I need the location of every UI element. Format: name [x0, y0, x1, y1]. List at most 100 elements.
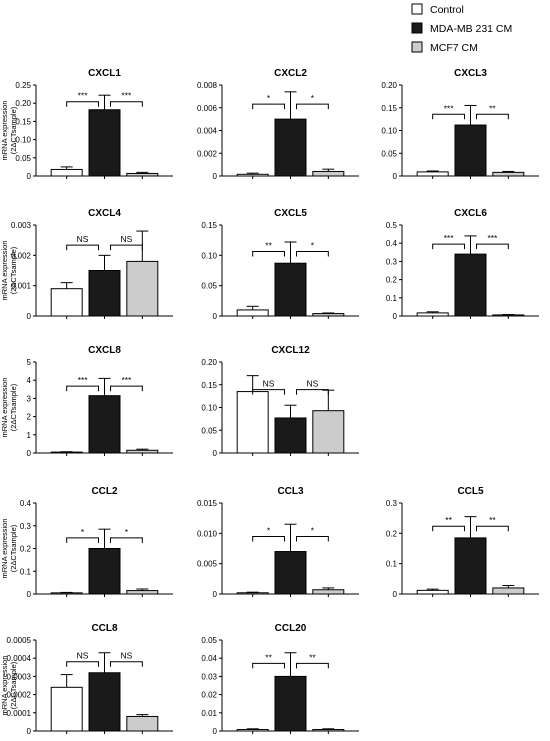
- significance-bracket: [110, 537, 143, 543]
- bar-control: [236, 592, 269, 595]
- significance-label: NS: [77, 651, 89, 661]
- significance-label: **: [265, 652, 272, 662]
- bar-control: [236, 173, 269, 177]
- y-tick-label: 0.15: [201, 381, 217, 390]
- y-tick-label: 0.3: [386, 257, 398, 266]
- y-tick-label: 0.0002: [7, 691, 32, 700]
- bar-mcf7: [312, 410, 345, 454]
- y-tick-label: 0.15: [15, 117, 31, 126]
- significance-bracket: [252, 251, 285, 257]
- y-tick-label: 0.0003: [7, 672, 32, 681]
- y-tick-label: 0.10: [201, 251, 217, 260]
- y-tick-label: 0.03: [201, 672, 217, 681]
- significance-label: *: [267, 526, 271, 536]
- y-tick-label: 1: [27, 431, 32, 440]
- panel-cxcl8: CXCL8 0 1 2 3 4 5 *** *** mRNA expression (2ΔCTsam…: [0, 345, 173, 458]
- significance-bracket: [296, 536, 329, 542]
- y-tick-label: 0.10: [201, 404, 217, 413]
- y-tick-label: 5: [27, 358, 32, 367]
- panel-title: CCL8: [91, 623, 118, 634]
- y-tick-label: 0: [27, 590, 32, 599]
- y-tick-label: 0.01: [201, 709, 217, 718]
- significance-bracket: [110, 385, 143, 392]
- bar-mcf7: [492, 314, 525, 317]
- significance-bracket: [296, 662, 329, 669]
- bar-mda-mb-231: [454, 253, 487, 317]
- significance-label: ***: [78, 375, 89, 385]
- y-tick-label: 0: [27, 312, 32, 321]
- significance-label: *: [81, 527, 85, 537]
- significance-bracket: [296, 103, 329, 110]
- y-tick-label: 0.1: [386, 560, 398, 569]
- significance-bracket: [110, 661, 143, 667]
- y-tick-label: 0.05: [201, 282, 217, 291]
- y-tick-label: 0.004: [197, 127, 218, 136]
- significance-bracket: [66, 385, 99, 392]
- significance-bracket: [432, 243, 465, 250]
- bar-mda-mb-231: [274, 118, 307, 177]
- y-tick-label: 0.010: [197, 529, 218, 538]
- panel-title: CCL3: [277, 486, 304, 497]
- significance-bracket: [476, 525, 509, 532]
- significance-label: NS: [121, 234, 133, 244]
- panel-ccl2: CCL2 0 0.1 0.2 0.3 0.4 * * mRNA expression (2ΔCTs…: [0, 486, 173, 599]
- bar-mcf7: [126, 260, 159, 317]
- y-tick-label: 0.3: [20, 522, 32, 531]
- y-tick-label: 0.05: [201, 636, 217, 645]
- y-tick-label: 0.02: [201, 691, 217, 700]
- y-tick-label: 0.002: [11, 251, 32, 260]
- significance-label: **: [489, 103, 496, 113]
- bar-control: [236, 729, 269, 732]
- bar-control: [416, 312, 449, 317]
- significance-label: **: [309, 652, 316, 662]
- y-tick-label: 0.3: [386, 499, 398, 508]
- significance-label: **: [445, 515, 452, 525]
- bar-control: [416, 589, 449, 595]
- bar-mcf7: [312, 729, 345, 732]
- y-tick-label: 0.2: [386, 529, 398, 538]
- y-tick-label: 0: [393, 172, 398, 181]
- y-axis-label-unit: (2ΔCTsample): [9, 524, 18, 572]
- y-axis-label-unit: (2ΔCTsample): [9, 246, 18, 294]
- significance-bracket: [66, 537, 99, 543]
- significance-label: ***: [444, 103, 455, 113]
- y-tick-label: 0.10: [381, 127, 397, 136]
- y-tick-label: 0.015: [197, 499, 218, 508]
- y-axis-label: mRNA expression: [0, 240, 9, 300]
- significance-bracket: [110, 244, 143, 251]
- significance-label: **: [265, 241, 272, 251]
- y-tick-label: 0.0005: [7, 636, 32, 645]
- y-tick-label: 0.10: [15, 136, 31, 145]
- bar-mcf7: [312, 589, 345, 595]
- y-tick-label: 0.15: [201, 221, 217, 230]
- y-tick-label: 0.003: [11, 221, 32, 230]
- y-tick-label: 0: [213, 312, 218, 321]
- significance-bracket: [110, 101, 143, 107]
- y-tick-label: 0: [27, 172, 32, 181]
- y-tick-label: 0.05: [201, 426, 217, 435]
- bar-control: [50, 288, 83, 317]
- significance-label: ***: [444, 233, 455, 243]
- bar-control: [236, 391, 269, 454]
- y-tick-label: 0.4: [386, 239, 398, 248]
- bar-mcf7: [126, 172, 159, 177]
- panel-title: CXCL1: [88, 68, 121, 79]
- bar-mda-mb-231: [88, 548, 121, 595]
- bar-control: [50, 686, 83, 732]
- bar-mda-mb-231: [274, 675, 307, 732]
- significance-label: *: [267, 93, 271, 103]
- significance-label: ***: [121, 375, 132, 385]
- y-tick-label: 0: [213, 449, 218, 458]
- y-axis-label: mRNA expression: [0, 100, 9, 160]
- y-tick-label: 0.008: [197, 81, 218, 90]
- significance-label: NS: [263, 379, 275, 389]
- y-axis-label-unit: (2ΔCTsample): [9, 661, 18, 709]
- significance-label: *: [311, 93, 315, 103]
- legend-swatch-mcf7: [411, 41, 423, 53]
- bar-mda-mb-231: [274, 551, 307, 595]
- significance-bracket: [296, 251, 329, 257]
- significance-label: ***: [121, 91, 132, 101]
- y-tick-label: 0.002: [197, 149, 218, 158]
- y-tick-label: 0.0004: [7, 654, 32, 663]
